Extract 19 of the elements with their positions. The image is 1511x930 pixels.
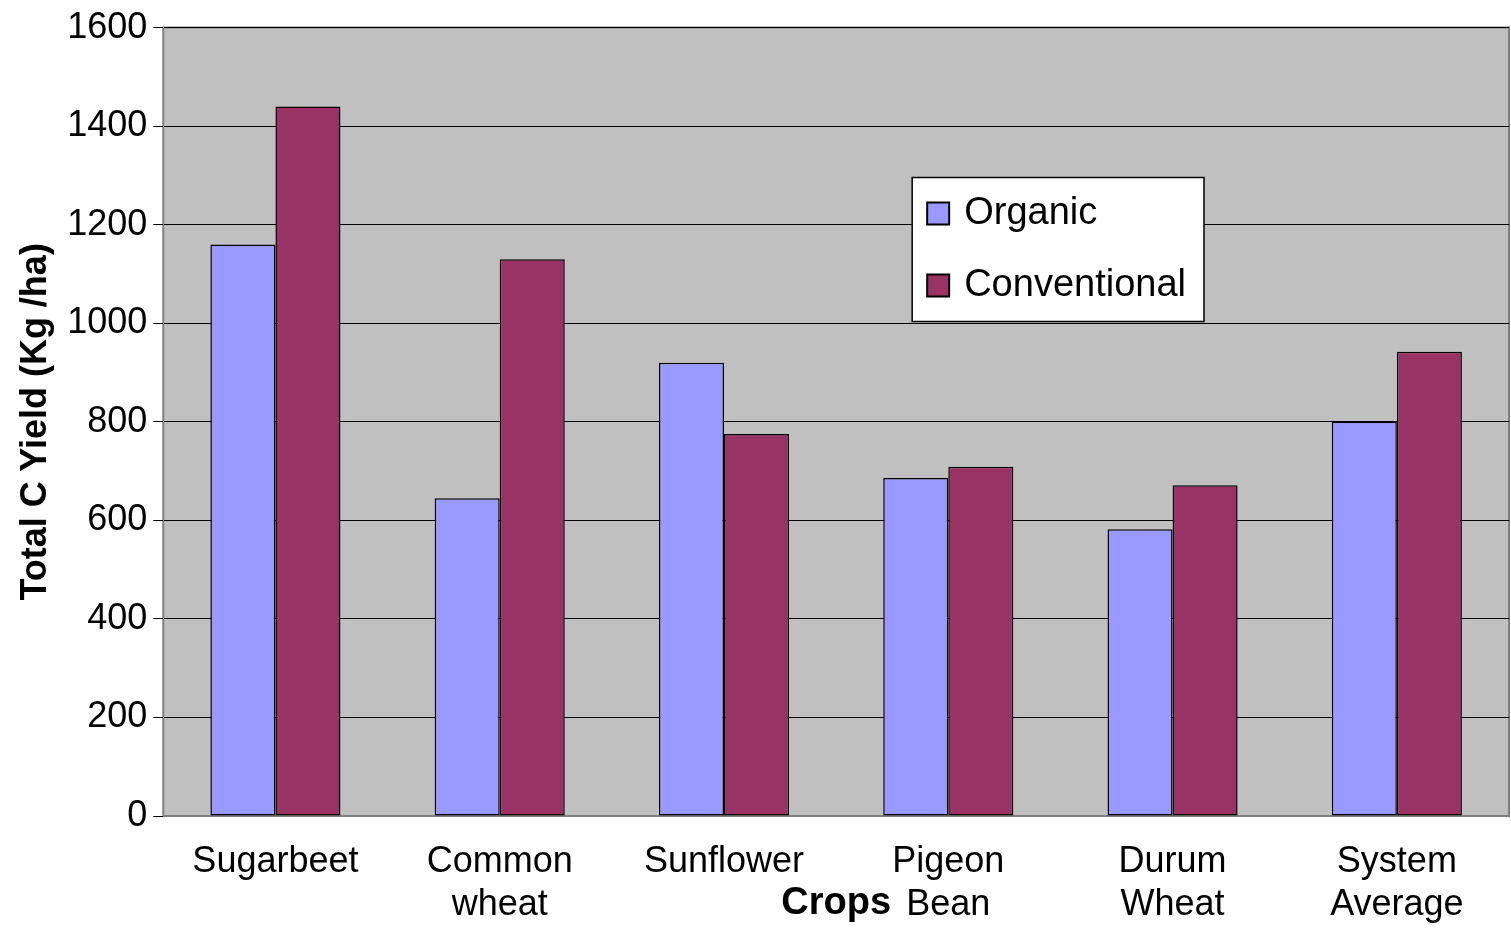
x-tick-label: Sunflower bbox=[643, 838, 805, 880]
y-tick-label: 200 bbox=[87, 694, 148, 736]
y-tick-label: 1200 bbox=[67, 201, 148, 243]
y-tick-label: 1400 bbox=[67, 103, 148, 145]
y-tick-label: 400 bbox=[87, 595, 148, 637]
y-tick-label: 1000 bbox=[67, 300, 148, 342]
y-tick-label: 1600 bbox=[67, 4, 148, 46]
y-axis-title: Total C Yield (Kg /ha) bbox=[12, 243, 54, 601]
x-tick-label: Sugarbeet bbox=[192, 838, 359, 880]
legend-label: Organic bbox=[964, 190, 1098, 233]
y-tick-label: 0 bbox=[127, 792, 148, 834]
legend-label: Conventional bbox=[964, 262, 1187, 305]
x-tick-label: System Average bbox=[1330, 838, 1464, 923]
y-tick-label: 600 bbox=[87, 497, 148, 539]
x-tick-label: Durum Wheat bbox=[1118, 838, 1227, 923]
x-tick-label: Pigeon Bean bbox=[892, 838, 1005, 923]
y-tick-label: 800 bbox=[87, 398, 148, 440]
x-axis-title: Crops bbox=[781, 879, 892, 922]
x-tick-label: Common wheat bbox=[426, 838, 573, 923]
